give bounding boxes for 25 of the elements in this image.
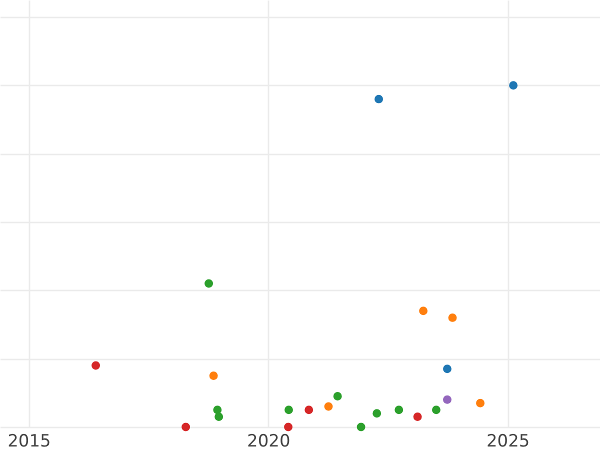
point	[284, 422, 293, 432]
point	[374, 94, 384, 104]
point	[443, 364, 452, 374]
point	[333, 392, 342, 400]
point	[448, 313, 457, 322]
point	[443, 395, 452, 404]
x-tick-label: 2020	[247, 432, 290, 450]
point	[204, 279, 214, 288]
point	[304, 406, 314, 414]
point	[476, 398, 485, 408]
point	[284, 406, 293, 414]
point	[182, 422, 190, 432]
point	[509, 81, 518, 90]
point	[372, 409, 382, 418]
x-tick-label: 2015	[8, 432, 51, 450]
point	[432, 406, 440, 414]
x-tick-label: 2025	[486, 432, 530, 450]
point	[356, 422, 366, 432]
point	[324, 402, 333, 411]
point	[92, 361, 100, 370]
point	[209, 372, 218, 380]
point	[394, 406, 404, 414]
point	[214, 412, 224, 421]
point	[413, 412, 422, 421]
point	[419, 306, 428, 316]
